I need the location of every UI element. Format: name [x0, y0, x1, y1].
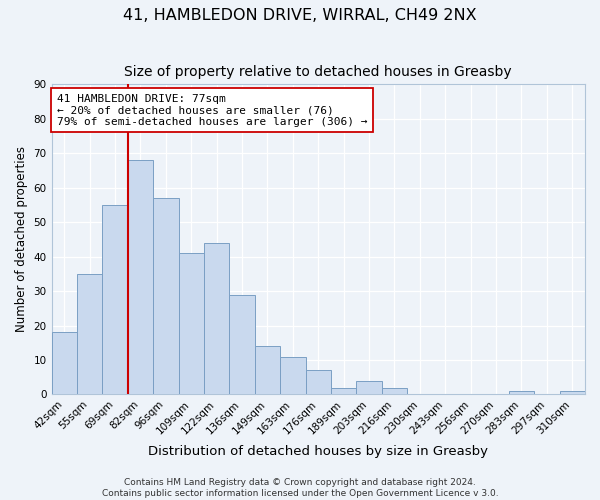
Bar	[229, 294, 255, 394]
Bar	[255, 346, 280, 395]
Y-axis label: Number of detached properties: Number of detached properties	[15, 146, 28, 332]
Bar	[382, 388, 407, 394]
Bar	[52, 332, 77, 394]
Bar	[204, 243, 229, 394]
Bar	[509, 391, 534, 394]
Bar	[560, 391, 585, 394]
Bar	[280, 356, 305, 395]
Bar	[305, 370, 331, 394]
Text: Contains HM Land Registry data © Crown copyright and database right 2024.
Contai: Contains HM Land Registry data © Crown c…	[101, 478, 499, 498]
Text: 41, HAMBLEDON DRIVE, WIRRAL, CH49 2NX: 41, HAMBLEDON DRIVE, WIRRAL, CH49 2NX	[123, 8, 477, 22]
X-axis label: Distribution of detached houses by size in Greasby: Distribution of detached houses by size …	[148, 444, 488, 458]
Bar	[331, 388, 356, 394]
Title: Size of property relative to detached houses in Greasby: Size of property relative to detached ho…	[124, 65, 512, 79]
Bar	[103, 205, 128, 394]
Bar	[356, 380, 382, 394]
Bar	[77, 274, 103, 394]
Bar	[179, 253, 204, 394]
Text: 41 HAMBLEDON DRIVE: 77sqm
← 20% of detached houses are smaller (76)
79% of semi-: 41 HAMBLEDON DRIVE: 77sqm ← 20% of detac…	[57, 94, 367, 127]
Bar	[128, 160, 153, 394]
Bar	[153, 198, 179, 394]
